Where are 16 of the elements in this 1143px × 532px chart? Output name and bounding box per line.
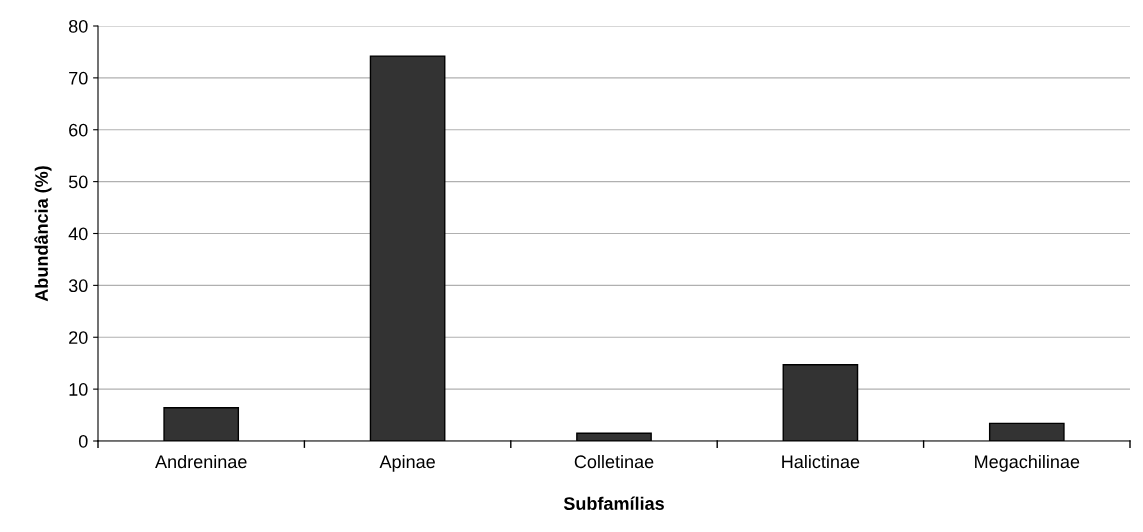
x-axis-title: Subfamílias <box>563 496 664 510</box>
x-tick-label: Apinae <box>379 454 435 472</box>
y-axis-title: Abundância (%) <box>34 166 52 302</box>
y-tick-label: 40 <box>68 227 88 241</box>
x-tick-label: Halictinae <box>782 454 860 469</box>
y-tick-label: 70 <box>69 71 88 85</box>
y-tick-label: 0 <box>78 434 88 448</box>
y-tick-label: 30 <box>68 279 88 293</box>
y-tick-label: 60 <box>69 123 88 137</box>
y-tick-label: 80 <box>68 19 88 33</box>
y-tick-label: 10 <box>69 383 88 396</box>
y-tick-label: 50 <box>68 175 88 189</box>
x-tick-label: Megachilinae <box>975 454 1080 472</box>
x-tick-label: Andreninae <box>155 454 247 469</box>
y-tick-label: 20 <box>69 331 88 344</box>
x-tick-label: Colletinae <box>574 454 654 469</box>
